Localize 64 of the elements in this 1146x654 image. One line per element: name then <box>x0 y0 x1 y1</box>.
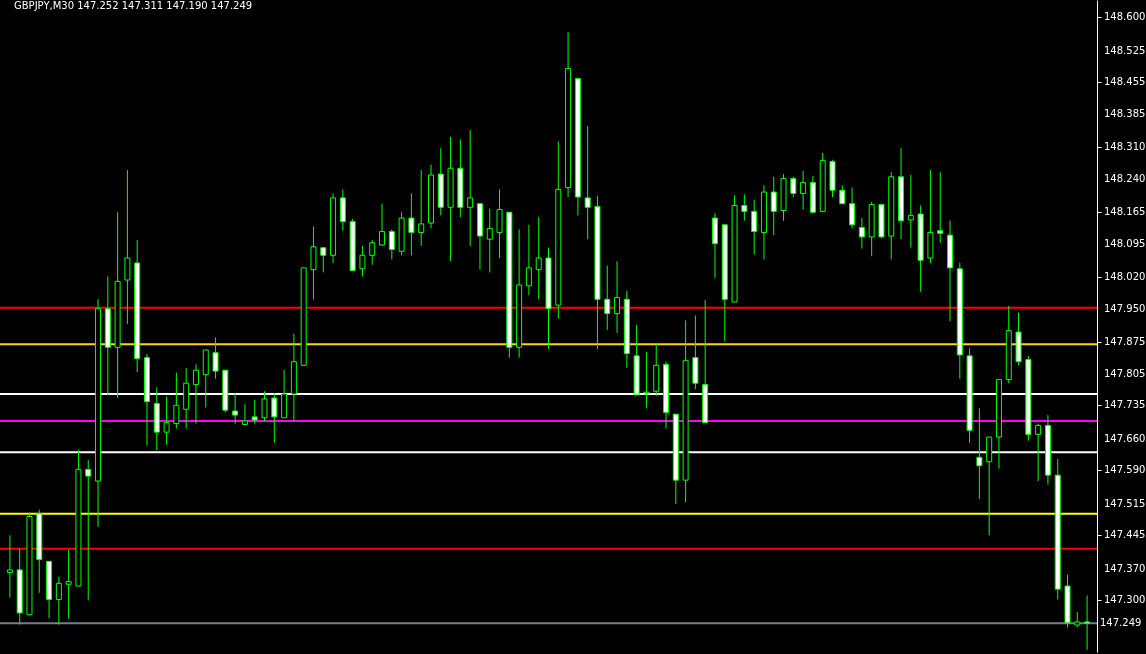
candlestick <box>173 372 180 430</box>
ref-line-label: 147.249 <box>1100 617 1142 629</box>
candlestick <box>858 217 865 250</box>
candlestick <box>849 187 856 229</box>
candlestick <box>937 171 944 244</box>
candlestick <box>320 247 327 273</box>
candlestick <box>163 396 170 446</box>
candlestick <box>643 351 650 409</box>
candlestick <box>212 336 219 380</box>
y-tick-label: 147.805 <box>1104 367 1146 379</box>
candlestick <box>379 203 386 247</box>
candlestick <box>192 363 199 425</box>
y-tick-label: 147.950 <box>1104 302 1146 314</box>
candlestick <box>907 174 914 249</box>
candlestick <box>55 576 62 626</box>
y-tick-label: 147.445 <box>1104 529 1146 541</box>
y-tick-label: 147.660 <box>1104 432 1146 444</box>
y-tick-label: 147.590 <box>1104 464 1146 476</box>
y-tick-label: 148.020 <box>1104 271 1146 283</box>
candlestick <box>241 403 248 425</box>
y-tick-label: 147.370 <box>1104 562 1146 574</box>
y-tick-label: 148.455 <box>1104 76 1146 88</box>
candlestick <box>418 169 425 247</box>
candlestick <box>800 170 807 211</box>
y-tick-label: 147.735 <box>1104 399 1146 411</box>
y-tick-label: 148.385 <box>1104 107 1146 119</box>
candlestick <box>790 176 797 198</box>
candlestick <box>310 226 317 300</box>
candlestick <box>467 129 474 247</box>
candlestick <box>388 228 395 260</box>
candlestick <box>535 216 542 300</box>
candlestick <box>1084 594 1091 651</box>
candlestick <box>741 193 748 222</box>
candlestick <box>751 199 758 255</box>
candlestick <box>584 125 591 240</box>
y-tick-label: 148.525 <box>1104 44 1146 56</box>
y-tick-label: 148.600 <box>1104 11 1146 23</box>
candlestick <box>525 224 532 296</box>
candlestick <box>369 239 376 266</box>
candlestick <box>65 549 72 620</box>
y-tick-label: 148.240 <box>1104 172 1146 184</box>
candlestick <box>261 390 268 423</box>
candlestick <box>6 534 13 599</box>
candlestick <box>604 265 611 331</box>
candlestick <box>486 208 493 273</box>
candlestick <box>496 188 503 259</box>
candlestick <box>770 176 777 236</box>
y-tick-label: 148.310 <box>1104 141 1146 153</box>
candlestick <box>614 260 621 334</box>
y-tick-label: 147.875 <box>1104 336 1146 348</box>
candlestick <box>85 459 92 601</box>
candlestick <box>1035 423 1042 482</box>
y-tick-label: 148.095 <box>1104 237 1146 249</box>
candlestick <box>124 169 131 325</box>
candlestick <box>408 192 415 256</box>
candlestick <box>251 399 258 425</box>
y-tick-label: 147.515 <box>1104 497 1146 509</box>
candlestick <box>281 369 288 419</box>
y-tick-label: 148.165 <box>1104 206 1146 218</box>
candlestick <box>339 188 346 232</box>
candlestick <box>839 184 846 205</box>
chart-title: GBPJPY,M30 147.252 147.311 147.190 147.249 <box>14 0 253 11</box>
candlestick <box>359 245 366 277</box>
y-tick-label: 147.300 <box>1104 594 1146 606</box>
